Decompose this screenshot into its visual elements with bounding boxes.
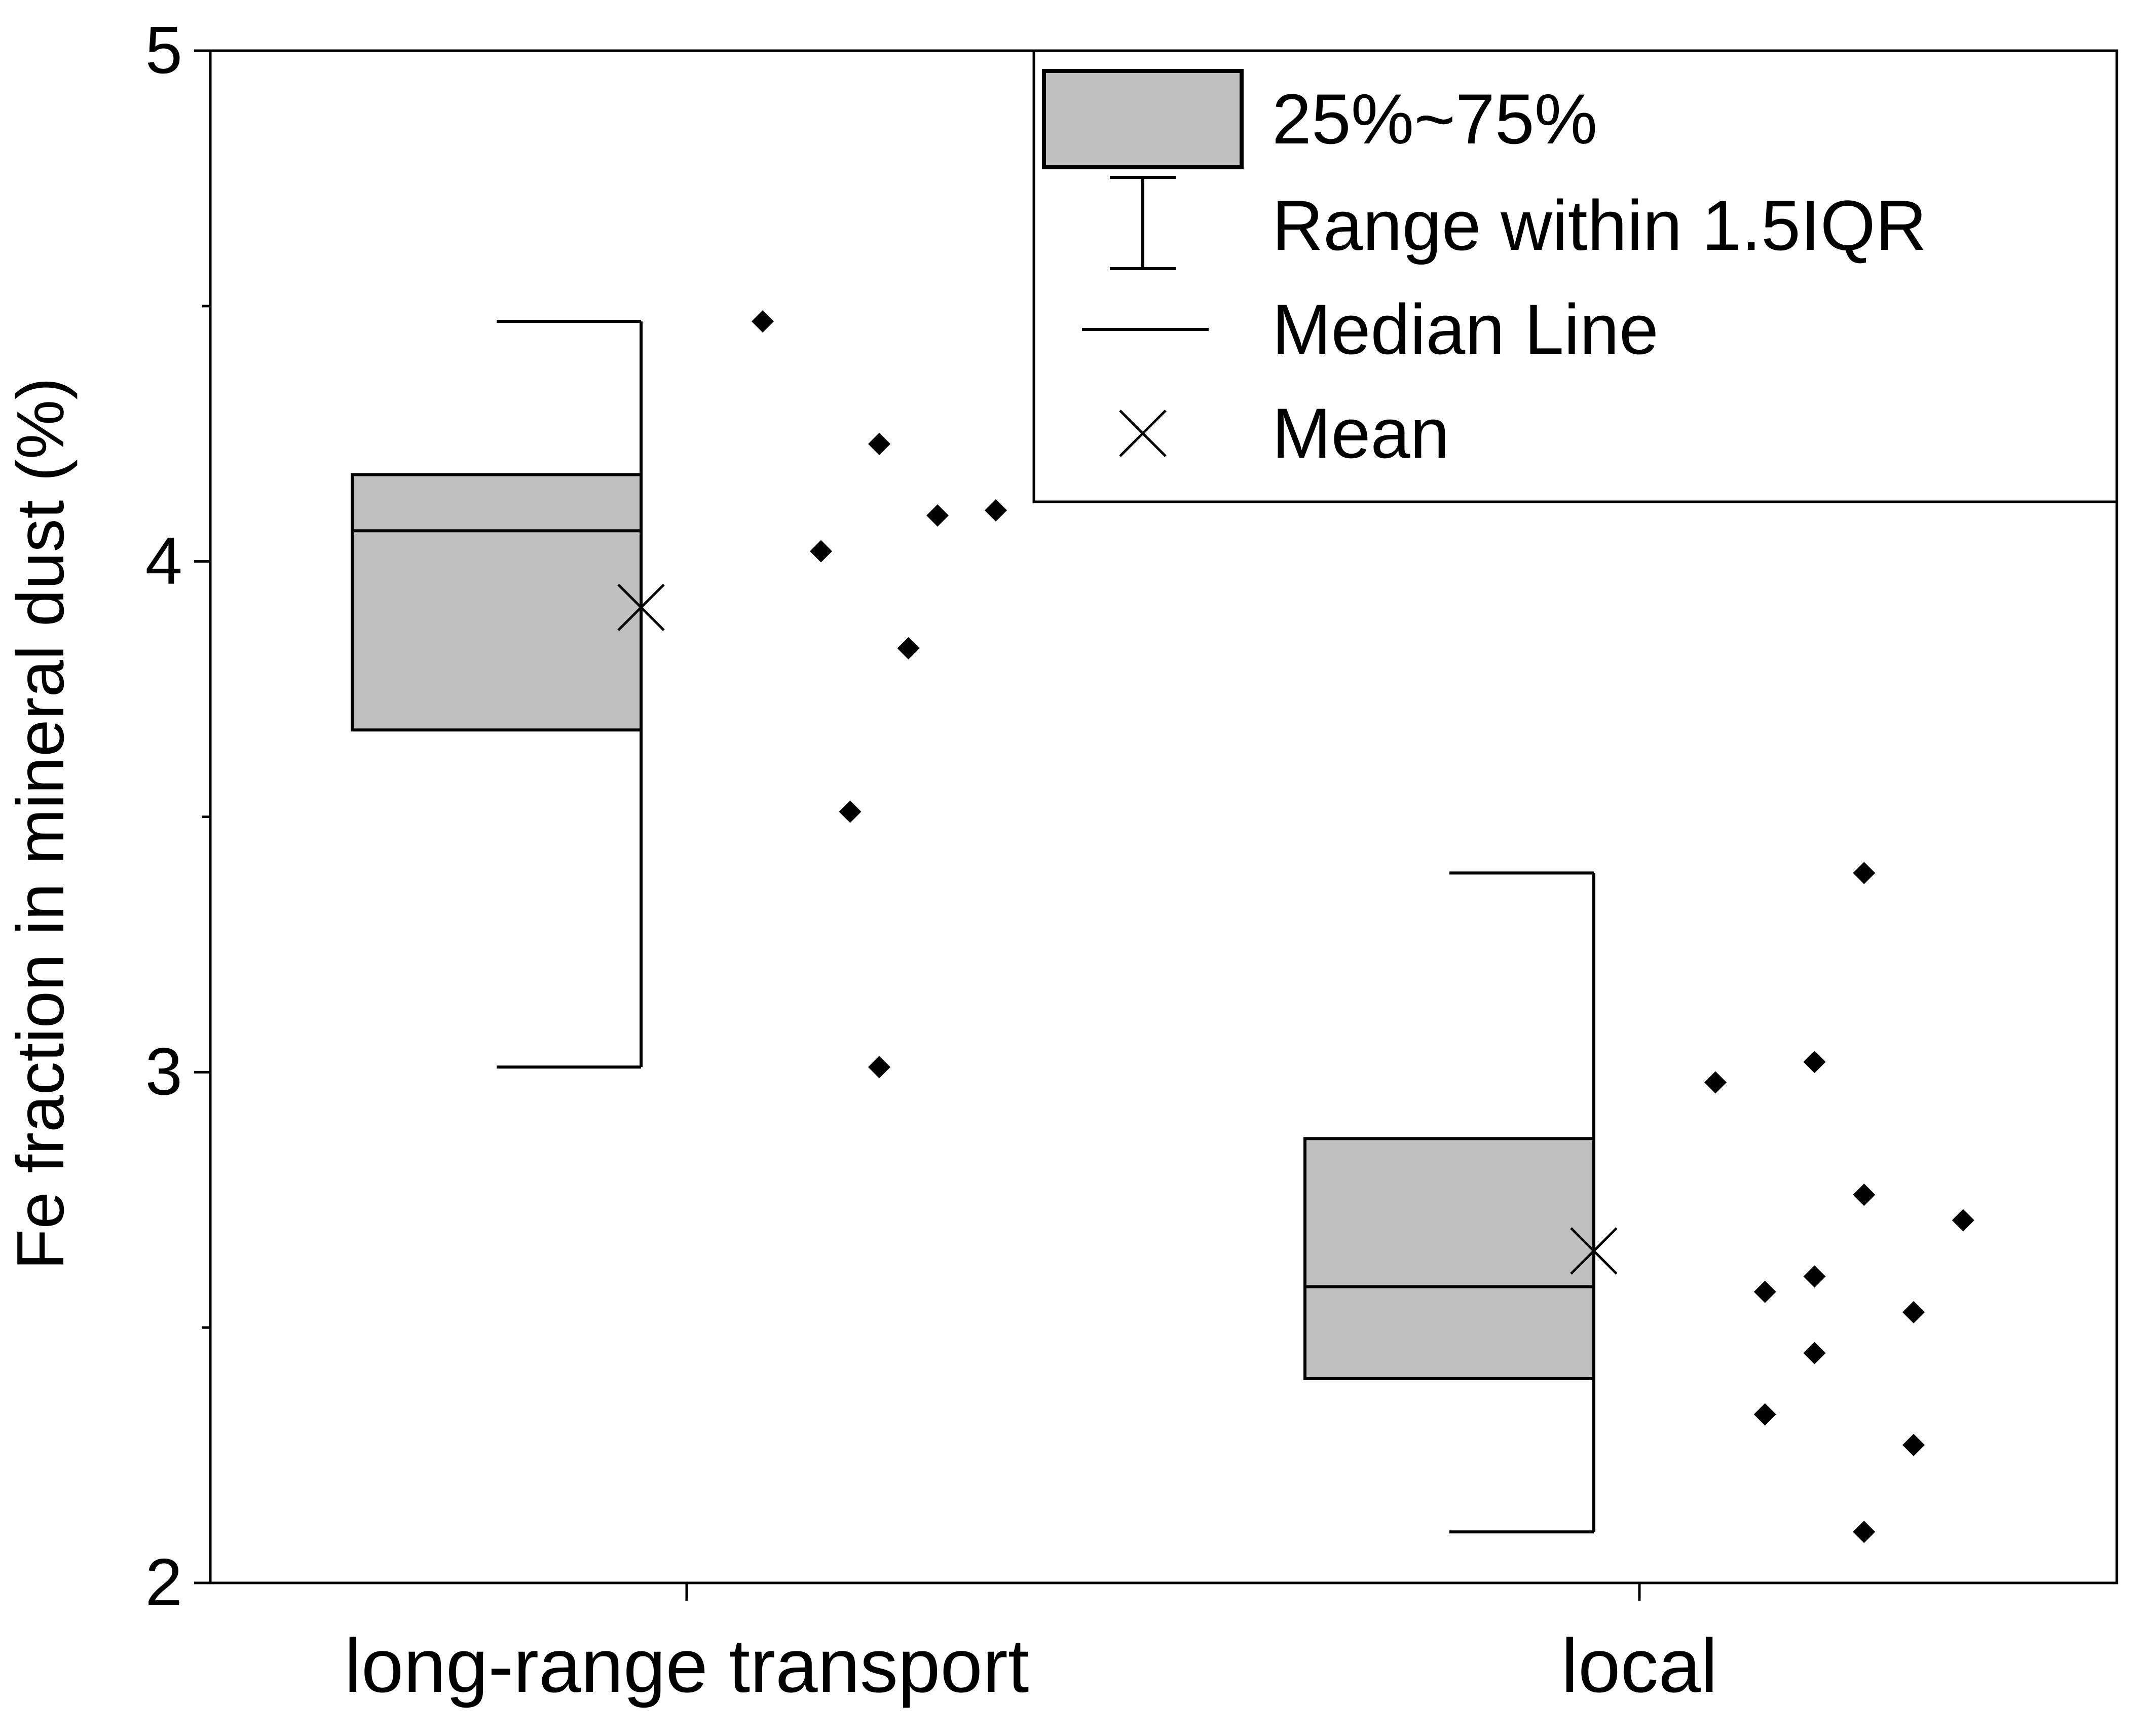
data-point xyxy=(868,432,890,455)
y-tick-label: 2 xyxy=(145,1545,182,1619)
data-point xyxy=(1853,1184,1876,1206)
iqr-box xyxy=(351,473,643,732)
box-group xyxy=(351,320,1618,1534)
legend-label: Range within 1.5IQR xyxy=(1272,186,1927,265)
iqr-box xyxy=(1303,1137,1595,1380)
data-point xyxy=(1902,1301,1925,1323)
data-point xyxy=(1753,1280,1776,1303)
legend-item-whisker: Range within 1.5IQR xyxy=(1110,176,1927,270)
legend-mean-cross-stroke xyxy=(1119,410,1167,457)
data-point xyxy=(1803,1051,1826,1074)
box-swatch-icon xyxy=(1042,69,1244,169)
cross-marker-icon xyxy=(1119,410,1167,457)
x-tick-label: local xyxy=(1561,1623,1718,1708)
data-point xyxy=(897,637,920,659)
mean-marker xyxy=(617,583,665,632)
mean-marker xyxy=(1570,1227,1618,1275)
data-point xyxy=(839,800,862,823)
data-point xyxy=(1704,1071,1727,1094)
data-point xyxy=(1803,1342,1826,1364)
legend-item-box: 25%~75% xyxy=(1042,69,1597,169)
legend-label: Median Line xyxy=(1272,289,1659,369)
y-axis-label-group: Fe fraction in mineral dust (%) xyxy=(3,378,78,1270)
data-point xyxy=(985,499,1007,522)
data-point xyxy=(868,1056,890,1079)
x-tick-label: long-range transport xyxy=(345,1623,1029,1708)
data-point xyxy=(1853,1521,1876,1543)
data-point xyxy=(1753,1403,1776,1426)
whisker-icon xyxy=(1110,176,1176,270)
data-point xyxy=(1902,1433,1925,1456)
y-axis-label: Fe fraction in mineral dust (%) xyxy=(3,378,78,1270)
legend-item-mean: Mean xyxy=(1119,393,1449,473)
data-point xyxy=(1853,862,1876,884)
data-point xyxy=(752,310,774,333)
data-point xyxy=(1803,1265,1826,1288)
mean-cross-stroke xyxy=(1570,1227,1618,1275)
legend-box-swatch xyxy=(1042,69,1244,169)
legend-item-median: Median Line xyxy=(1082,289,1659,369)
legend: 25%~75% Range within 1.5IQR Median Line Mea… xyxy=(1032,49,2118,503)
data-point xyxy=(926,504,949,527)
legend-label: 25%~75% xyxy=(1272,79,1597,159)
mean-cross-stroke xyxy=(617,583,665,632)
data-point xyxy=(1952,1209,1974,1232)
tick-group: 2 3 4 5 long-range transport local xyxy=(145,13,1718,1708)
y-tick-label: 4 xyxy=(145,524,182,598)
data-points-group xyxy=(752,310,1974,1543)
y-tick-label: 3 xyxy=(145,1034,182,1109)
y-tick-label: 5 xyxy=(145,13,182,87)
data-point xyxy=(810,540,832,563)
legend-label: Mean xyxy=(1272,393,1449,473)
